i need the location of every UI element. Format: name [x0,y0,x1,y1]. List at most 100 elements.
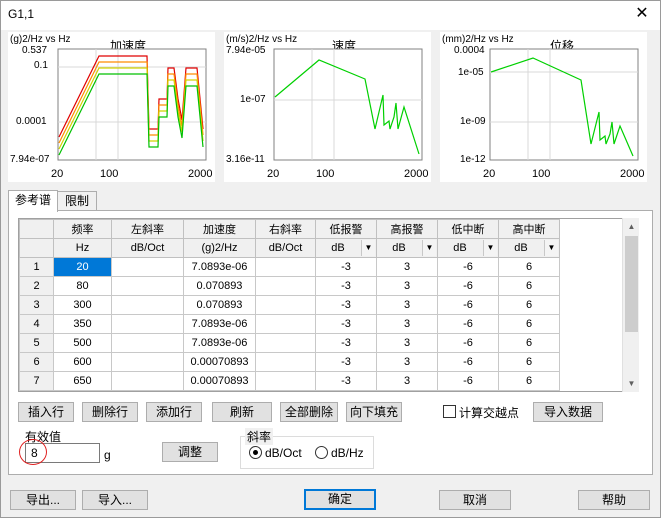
cell-right-slope[interactable] [255,352,316,372]
table-scrollbar[interactable]: ▲ ▼ [622,218,639,392]
row-number[interactable]: 5 [19,333,54,353]
cell-high-abort[interactable]: 6 [498,257,560,277]
adjust-button[interactable]: 调整 [162,442,218,462]
cell-right-slope[interactable] [255,371,316,391]
help-button[interactable]: 帮助 [578,490,650,510]
cell-low-abort[interactable]: -6 [437,314,499,334]
cell-low-abort[interactable]: -6 [437,352,499,372]
cell-freq[interactable]: 650 [53,371,112,391]
unit-low-alarm-dropdown[interactable]: dB ▼ [315,238,377,258]
cell-right-slope[interactable] [255,295,316,315]
table-row[interactable]: 8700 0.070893 -33-66 [19,390,560,391]
cancel-button[interactable]: 取消 [439,490,511,510]
unit-high-abort-dropdown[interactable]: dB ▼ [498,238,560,258]
cell-low-abort[interactable]: -6 [437,276,499,296]
cell-high-alarm[interactable]: 3 [376,257,438,277]
cell-acceleration[interactable]: 0.070893 [183,276,256,296]
row-number[interactable]: 7 [19,371,54,391]
cell-left-slope[interactable] [111,390,184,391]
col-header-frequency[interactable]: 频率 [53,219,112,239]
cell-freq[interactable]: 20 [53,257,112,277]
tab-reference-spectrum[interactable]: 参考谱 [8,190,58,212]
cell-freq[interactable]: 300 [53,295,112,315]
cell-high-abort[interactable]: 6 [498,352,560,372]
table-row[interactable]: 6 600 0.00070893 -3 3 -6 6 [19,352,560,372]
slope-dbhz-radio[interactable] [315,446,328,459]
cell-left-slope[interactable] [111,295,184,315]
fill-down-button[interactable]: 向下填充 [346,402,402,422]
cell-freq[interactable]: 600 [53,352,112,372]
cell-low-abort[interactable]: -6 [437,390,499,391]
row-number[interactable]: 8 [19,390,54,391]
cell-low-abort[interactable]: -6 [437,371,499,391]
dropdown-arrow-icon[interactable]: ▼ [544,240,558,256]
cell-right-slope[interactable] [255,276,316,296]
table-row[interactable]: 5 500 7.0893e-06 -3 3 -6 6 [19,333,560,353]
cell-left-slope[interactable] [111,276,184,296]
refresh-button[interactable]: 刷新 [212,402,272,422]
cell-high-alarm[interactable]: 3 [376,314,438,334]
delete-all-button[interactable]: 全部删除 [280,402,338,422]
cell-high-abort[interactable]: 6 [498,333,560,353]
cell-high-abort[interactable]: 6 [498,390,560,391]
scroll-thumb[interactable] [625,236,638,332]
tab-limits[interactable]: 限制 [57,191,97,211]
cell-low-abort[interactable]: -6 [437,257,499,277]
col-header-high-abort[interactable]: 高中断 [498,219,560,239]
col-header-low-alarm[interactable]: 低报警 [315,219,377,239]
cell-freq[interactable]: 350 [53,314,112,334]
table-row[interactable]: 1 20 7.0893e-06 -3 3 -6 6 [19,257,560,277]
col-header-high-alarm[interactable]: 高报警 [376,219,438,239]
cell-left-slope[interactable] [111,352,184,372]
calc-intersect-checkbox[interactable] [443,405,456,418]
cell-acceleration[interactable]: 7.0893e-06 [183,257,256,277]
scroll-down-icon[interactable]: ▼ [627,379,636,388]
cell-high-alarm[interactable]: 3 [376,276,438,296]
dropdown-arrow-icon[interactable]: ▼ [361,240,375,256]
delete-row-button[interactable]: 删除行 [82,402,138,422]
cell-right-slope[interactable] [255,314,316,334]
cell-high-abort[interactable]: 6 [498,371,560,391]
cell-high-alarm[interactable]: 3 [376,390,438,391]
cell-low-abort[interactable]: -6 [437,295,499,315]
table-row[interactable]: 7 650 0.00070893 -3 3 -6 6 [19,371,560,391]
col-header-left-slope[interactable]: 左斜率 [111,219,184,239]
cell-low-alarm[interactable]: -3 [315,333,377,353]
scroll-up-icon[interactable]: ▲ [627,222,636,231]
import-data-button[interactable]: 导入数据 [533,402,603,422]
slope-dboct-label[interactable]: dB/Oct [265,446,302,460]
add-row-button[interactable]: 添加行 [146,402,202,422]
row-number[interactable]: 4 [19,314,54,334]
import-button[interactable]: 导入... [82,490,148,510]
col-header-acceleration[interactable]: 加速度 [183,219,256,239]
cell-high-alarm[interactable]: 3 [376,333,438,353]
cell-low-alarm[interactable]: -3 [315,276,377,296]
cell-right-slope[interactable] [255,390,316,391]
dropdown-arrow-icon[interactable]: ▼ [422,240,436,256]
calc-intersect-label[interactable]: 计算交越点 [459,406,520,420]
table-row[interactable]: 4 350 7.0893e-06 -3 3 -6 6 [19,314,560,334]
cell-freq[interactable]: 500 [53,333,112,353]
row-number[interactable]: 1 [19,257,54,277]
cell-left-slope[interactable] [111,314,184,334]
cell-high-abort[interactable]: 6 [498,276,560,296]
cell-low-alarm[interactable]: -3 [315,295,377,315]
cell-high-alarm[interactable]: 3 [376,295,438,315]
cell-low-alarm[interactable]: -3 [315,352,377,372]
export-button[interactable]: 导出... [10,490,76,510]
dropdown-arrow-icon[interactable]: ▼ [483,240,497,256]
cell-acceleration[interactable]: 7.0893e-06 [183,314,256,334]
ok-button[interactable]: 确定 [304,489,376,510]
slope-dboct-radio[interactable] [249,446,262,459]
row-number[interactable]: 2 [19,276,54,296]
table-row[interactable]: 3 300 0.070893 -3 3 -6 6 [19,295,560,315]
row-number[interactable]: 3 [19,295,54,315]
cell-low-alarm[interactable]: -3 [315,257,377,277]
cell-acceleration[interactable]: 7.0893e-06 [183,333,256,353]
cell-left-slope[interactable] [111,333,184,353]
cell-low-alarm[interactable]: -3 [315,390,377,391]
cell-acceleration[interactable]: 0.00070893 [183,371,256,391]
cell-high-abort[interactable]: 6 [498,314,560,334]
cell-right-slope[interactable] [255,333,316,353]
insert-row-button[interactable]: 插入行 [18,402,74,422]
